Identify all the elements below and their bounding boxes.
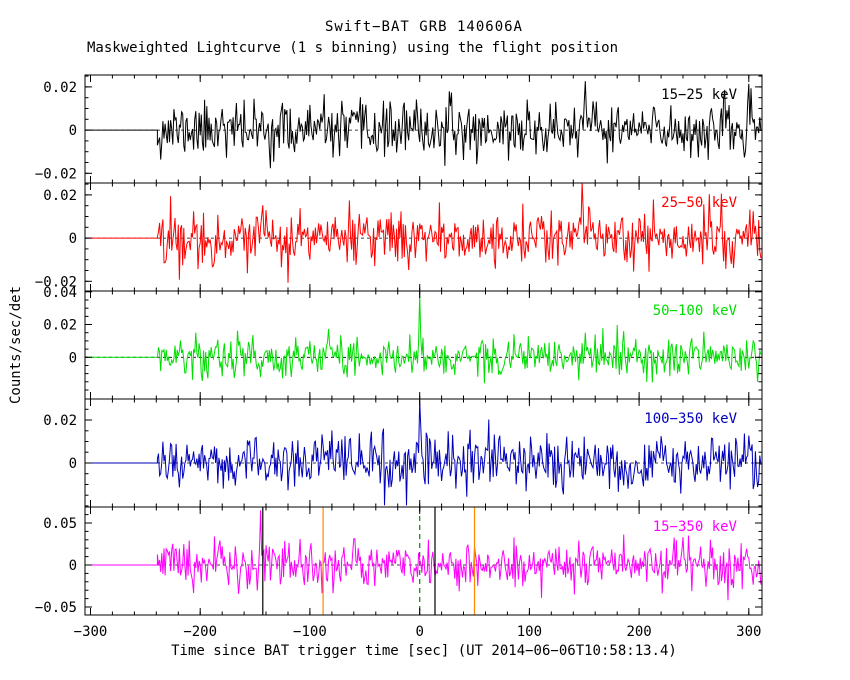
y-tick-label: 0.04: [43, 285, 77, 301]
panel-frame: [84, 506, 763, 616]
lightcurve-trace: [85, 293, 762, 384]
y-tick-label: −0.02: [35, 166, 77, 182]
y-tick-label: −0.02: [35, 274, 77, 290]
x-tick-label: 100: [517, 624, 542, 640]
figure-subtitle: Maskweighted Lightcurve (1 s binning) us…: [87, 40, 618, 56]
figure-title: Swift−BAT GRB 140606A: [325, 19, 523, 35]
y-tick-label: 0: [69, 123, 77, 139]
y-axis-label: Counts/sec/det: [8, 286, 24, 404]
y-tick-label: 0.05: [43, 516, 77, 532]
y-tick-label: 0.02: [43, 188, 77, 204]
y-tick-label: −0.05: [35, 600, 77, 616]
lightcurve-trace: [85, 81, 762, 169]
lightcurve-trace: [85, 401, 762, 506]
y-tick-label: 0: [69, 558, 77, 574]
y-tick-label: 0: [69, 456, 77, 472]
x-tick-label: −300: [74, 624, 108, 640]
y-tick-label: 0: [69, 350, 77, 366]
x-tick-label: −100: [293, 624, 327, 640]
x-tick-label: 300: [736, 624, 761, 640]
x-tick-label: 200: [626, 624, 651, 640]
x-tick-labels: −300 −200 −100 0 100 200 300: [74, 624, 762, 640]
x-tick-label: 0: [415, 624, 423, 640]
panel-2: 0.04 0.02 0 50−100 keV: [43, 285, 763, 400]
y-tick-label: 0.02: [43, 413, 77, 429]
x-tick-label: −200: [183, 624, 217, 640]
panel-0: 0.02 0 −0.02 15−25 keV: [35, 74, 763, 184]
lightcurve-trace: [85, 510, 762, 601]
x-axis-label: Time since BAT trigger time [sec] (UT 20…: [171, 643, 677, 659]
energy-band-label: 50−100 keV: [653, 303, 738, 319]
lightcurve-trace: [85, 183, 762, 283]
panel-1: 0.02 0 −0.02 25−50 keV: [35, 182, 763, 292]
panel-3: 0.02 0 100−350 keV: [43, 398, 763, 508]
energy-band-label: 100−350 keV: [644, 411, 737, 427]
y-tick-label: 0.02: [43, 318, 77, 334]
y-tick-label: 0.02: [43, 80, 77, 96]
energy-band-label: 15−25 keV: [661, 87, 737, 103]
y-tick-label: 0: [69, 231, 77, 247]
energy-band-label: 25−50 keV: [661, 195, 737, 211]
energy-band-label: 15−350 keV: [653, 519, 738, 535]
panel-4: 0.05 0 −0.05 15−350 keV: [35, 506, 763, 616]
